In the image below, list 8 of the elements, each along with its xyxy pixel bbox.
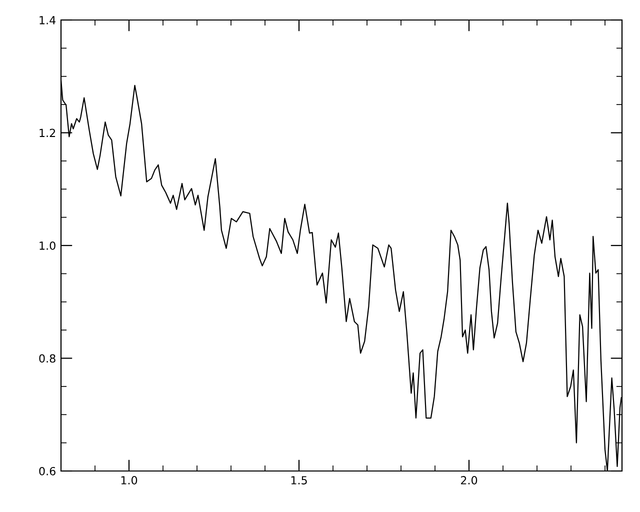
y-tick-label: 1.2 bbox=[40, 128, 56, 137]
y-tick-label: 0.6 bbox=[39, 466, 56, 476]
x-tick-label: 1.5 bbox=[291, 476, 307, 484]
y-tick-label: 0.8 bbox=[39, 354, 56, 363]
y-tick-label: 1.0 bbox=[40, 241, 56, 250]
y-tick-label: 1.4 bbox=[40, 16, 56, 24]
x-tick-label: 1.0 bbox=[121, 476, 138, 484]
x-tick-label: 2.0 bbox=[460, 476, 478, 484]
